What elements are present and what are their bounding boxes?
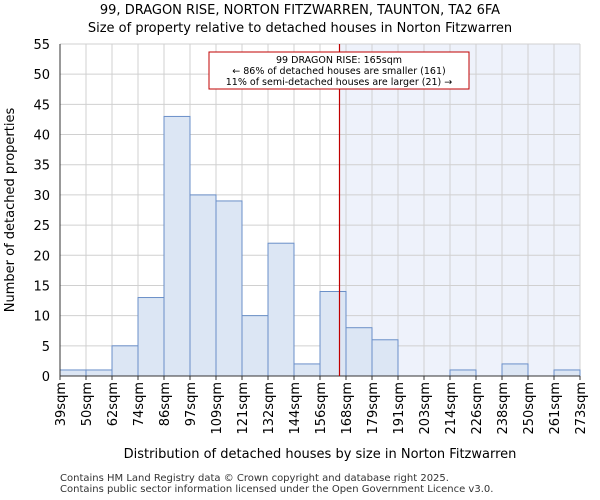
y-tick-label: 40 <box>33 129 50 144</box>
y-axis-label: Number of detached properties <box>3 108 18 313</box>
x-tick-label: 156sqm <box>314 382 329 435</box>
y-tick-label: 15 <box>33 279 50 294</box>
x-tick-label: 121sqm <box>236 382 251 435</box>
x-tick-label: 50sqm <box>80 382 95 426</box>
histogram-bar <box>163 115 191 377</box>
histogram-bar <box>267 242 295 377</box>
y-tick-label: 5 <box>42 340 50 355</box>
x-tick-label: 39sqm <box>54 382 69 426</box>
x-tick-label: 191sqm <box>392 382 407 435</box>
histogram-bar <box>319 290 347 377</box>
x-axis-label: Distribution of detached houses by size … <box>124 447 517 462</box>
histogram-bar <box>111 345 139 377</box>
histogram-bar <box>501 363 529 377</box>
footer-copyright: Contains HM Land Registry data © Crown c… <box>60 473 449 484</box>
larger-region-shade <box>339 44 580 376</box>
y-tick-label: 35 <box>33 159 50 174</box>
x-tick-label: 97sqm <box>184 382 199 426</box>
x-tick-label: 203sqm <box>418 382 433 435</box>
annotation-box <box>208 51 470 90</box>
annotation-line-1: 99 DRAGON RISE: 165sqm <box>276 55 402 66</box>
x-tick-label: 238sqm <box>496 382 511 435</box>
x-tick-label: 109sqm <box>210 382 225 435</box>
histogram-bar <box>293 363 321 377</box>
y-tick-label: 45 <box>33 98 50 113</box>
y-tick-label: 20 <box>33 249 50 264</box>
annotation-line-3: 11% of semi-detached houses are larger (… <box>226 77 453 88</box>
y-tick-label: 30 <box>33 189 50 204</box>
x-tick-label: 86sqm <box>158 382 173 426</box>
y-tick-label: 50 <box>33 68 50 83</box>
x-tick-label: 132sqm <box>262 382 277 435</box>
chart-subtitle: Size of property relative to detached ho… <box>87 21 513 36</box>
x-tick-label: 168sqm <box>340 382 355 435</box>
histogram-bar <box>553 369 581 377</box>
x-tick-label: 226sqm <box>470 382 485 435</box>
histogram-bar <box>189 194 217 377</box>
x-tick-label: 214sqm <box>444 382 459 435</box>
histogram-bar <box>345 327 373 377</box>
x-tick-label: 261sqm <box>548 382 563 435</box>
x-tick-label: 144sqm <box>288 382 303 435</box>
histogram-bar <box>137 297 165 377</box>
x-tick-label: 250sqm <box>522 382 537 435</box>
histogram-bar <box>59 369 87 377</box>
chart-title: 99, DRAGON RISE, NORTON FITZWARREN, TAUN… <box>99 3 501 18</box>
x-tick-label: 74sqm <box>132 382 147 426</box>
footer-licence: Contains public sector information licen… <box>60 484 494 495</box>
y-tick-label: 10 <box>33 310 50 325</box>
histogram-bar <box>449 369 477 377</box>
y-tick-label: 55 <box>33 38 50 53</box>
histogram-bar <box>371 339 399 377</box>
y-tick-label: 25 <box>33 219 50 234</box>
x-tick-label: 62sqm <box>106 382 121 426</box>
histogram-bar <box>241 315 269 377</box>
x-tick-label: 273sqm <box>574 382 589 435</box>
y-tick-label: 0 <box>42 370 50 385</box>
annotation-line-2: ← 86% of detached houses are smaller (16… <box>232 66 445 77</box>
histogram-bar <box>85 369 113 377</box>
x-tick-label: 179sqm <box>366 382 381 435</box>
histogram-bar <box>215 200 243 377</box>
